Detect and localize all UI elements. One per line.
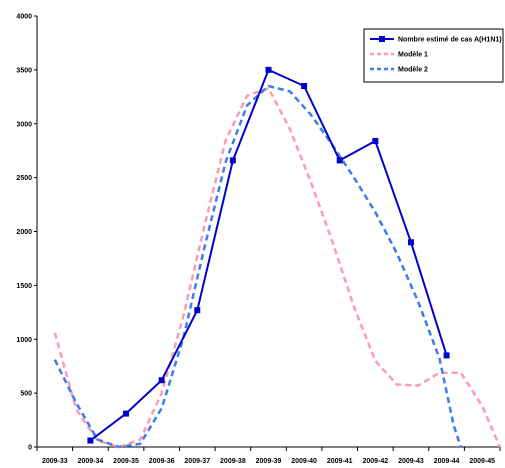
x-tick-label: 2009-45 — [469, 458, 495, 465]
x-tick-label: 2009-41 — [327, 458, 353, 465]
series-line-2 — [53, 86, 502, 449]
legend-label-3: Modèle 2 — [398, 67, 428, 74]
data-point-marker — [372, 137, 379, 144]
data-point-marker — [194, 307, 201, 314]
data-point-marker — [87, 437, 94, 444]
x-tick-label: 2009-43 — [398, 458, 424, 465]
x-tick-label: 2009-44 — [434, 458, 460, 465]
data-point-marker — [336, 157, 343, 164]
y-tick-label: 2000 — [16, 229, 32, 236]
data-point-marker — [229, 157, 236, 164]
x-tick-label: 2009-34 — [78, 458, 104, 465]
legend: Nombre estimé de cas A(H1N1) Modèle 1 Modè… — [363, 28, 504, 83]
data-point-marker — [123, 410, 130, 417]
chart-axes: 0 500 1000 1500 2000 2500 3000 3500 4000 2009-33 2… — [16, 14, 501, 465]
x-tick-label: 2009-38 — [220, 458, 246, 465]
y-tick-label: 0 — [28, 445, 32, 452]
y-tick-label: 3500 — [16, 67, 32, 74]
x-tick-label: 2009-39 — [256, 458, 282, 465]
data-point-marker — [265, 66, 272, 73]
y-tick-label: 1000 — [16, 337, 32, 344]
legend-label-1: Nombre estimé de cas A(H1N1) — [398, 37, 502, 44]
series-line-3 — [53, 84, 462, 449]
y-tick-label: 4000 — [16, 14, 32, 21]
series-line-1 — [89, 68, 448, 442]
data-point-marker — [407, 239, 414, 246]
y-tick-label: 500 — [20, 391, 32, 398]
data-point-marker — [443, 352, 450, 359]
x-tick-label: 2009-42 — [362, 458, 388, 465]
y-tick-label: 2500 — [16, 175, 32, 182]
series-layer — [53, 66, 502, 449]
x-tick-label: 2009-37 — [184, 458, 210, 465]
x-tick-label: 2009-40 — [291, 458, 317, 465]
legend-box — [363, 28, 504, 83]
x-tick-label: 2009-35 — [113, 458, 139, 465]
data-point-marker — [301, 83, 308, 90]
legend-label-2: Modèle 1 — [398, 52, 428, 59]
y-tick-label: 1500 — [16, 283, 32, 290]
data-point-marker — [158, 377, 165, 384]
x-tick-label: 2009-33 — [42, 458, 68, 465]
y-tick-label: 3000 — [16, 121, 32, 128]
x-tick-label: 2009-36 — [149, 458, 175, 465]
legend-marker — [379, 36, 385, 42]
